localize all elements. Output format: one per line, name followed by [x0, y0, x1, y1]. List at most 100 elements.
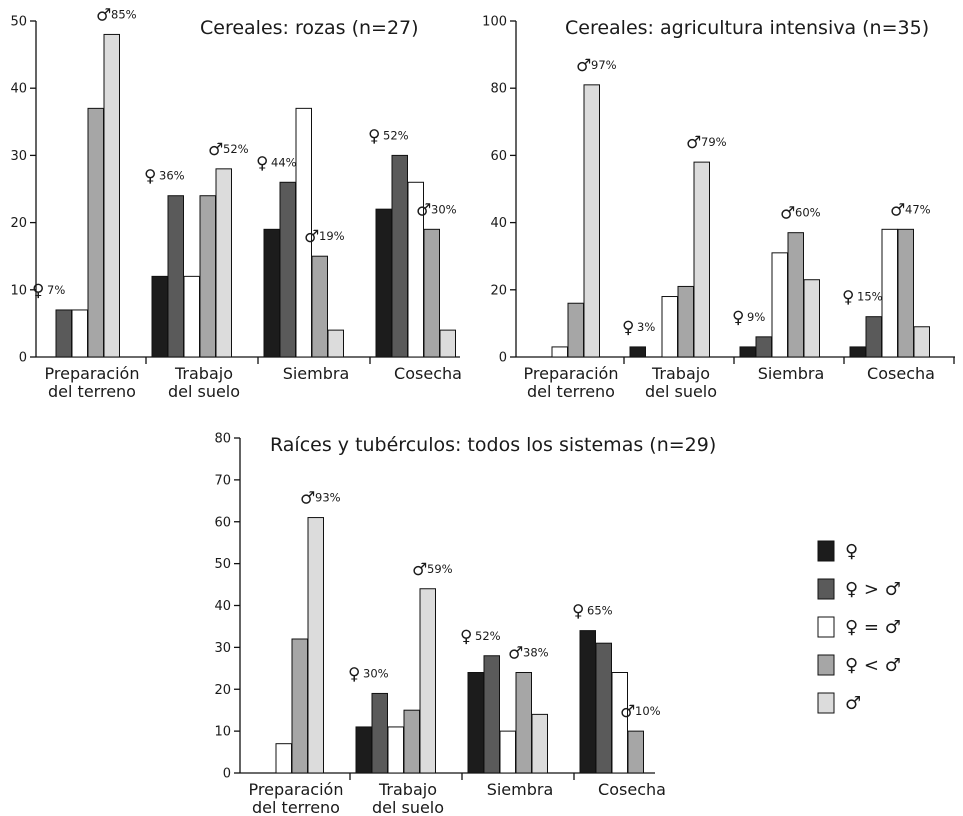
bar-male-only — [439, 329, 456, 358]
y-tick-label: 100 — [482, 15, 507, 30]
y-tick-label: 40 — [214, 599, 231, 614]
male-symbol-icon: ♂ — [686, 133, 701, 153]
bar-female-gt-male — [755, 336, 772, 358]
bar-male-only — [803, 279, 820, 358]
legend-label: ♀ > ♂ — [845, 579, 901, 600]
bar-female-gt-male — [371, 692, 388, 774]
annotation: ♂ 52% — [208, 140, 249, 160]
bar-male-only — [693, 161, 710, 358]
annotation: ♂ 60% — [780, 204, 821, 224]
annotation-percent: 65% — [587, 604, 613, 618]
annotation-percent: 93% — [315, 491, 341, 505]
y-tick-label: 10 — [10, 283, 27, 298]
bar-female-gt-male — [55, 309, 72, 358]
annotation: ♂ 97% — [576, 56, 617, 76]
bar-male-only — [327, 329, 344, 358]
bar-female-lt-male — [87, 107, 104, 358]
annotation-percent: 15% — [857, 290, 883, 304]
male-symbol-icon: ♂ — [300, 489, 315, 509]
annotation-percent: 47% — [905, 202, 931, 216]
bar-female-lt-male — [199, 195, 216, 358]
annotation-percent: 79% — [701, 135, 727, 149]
y-tick-label: 80 — [490, 82, 507, 97]
female-symbol-icon: ♀ — [32, 281, 44, 301]
x-category-label: Siembra — [487, 780, 554, 799]
annotation: ♂ 38% — [508, 644, 549, 664]
bar-female-eq-male — [771, 252, 788, 358]
legend-label: ♀ < ♂ — [845, 655, 901, 676]
female-symbol-icon: ♀ — [622, 318, 634, 338]
y-tick-label: 40 — [490, 216, 507, 231]
bar-female-only — [849, 346, 866, 358]
bar-female-only — [375, 208, 392, 358]
bar-male-only — [583, 84, 600, 358]
bar-male-only — [215, 168, 232, 358]
y-tick-label: 60 — [490, 149, 507, 164]
chart-title: Raíces y tubérculos: todos los sistemas … — [270, 434, 716, 456]
y-tick-label: 10 — [214, 725, 231, 740]
bar-female-only — [151, 275, 168, 358]
bar-male-only — [913, 326, 930, 358]
annotation-percent: 19% — [319, 229, 345, 243]
bar-female-lt-male — [515, 672, 532, 774]
bar-male-only — [307, 517, 324, 774]
x-category-label: Siembra — [758, 364, 825, 383]
bar-female-eq-male — [387, 726, 404, 774]
bar-female-only — [467, 672, 484, 774]
male-symbol-icon: ♂ — [412, 560, 427, 580]
legend-swatch-female-gt-male — [817, 578, 835, 600]
bar-female-only — [579, 630, 596, 774]
bar-female-only — [263, 228, 280, 358]
annotation: ♀ 52% — [460, 627, 501, 647]
y-tick-label: 0 — [499, 351, 507, 366]
annotation: ♀ 3% — [622, 318, 655, 338]
annotation-percent: 7% — [47, 283, 65, 297]
legend-label: ♂ — [845, 693, 861, 714]
annotation: ♀ 36% — [144, 167, 185, 187]
male-symbol-icon: ♂ — [96, 5, 111, 25]
bar-female-lt-male — [311, 255, 328, 358]
bar-female-lt-male — [787, 232, 804, 358]
x-category-label: Cosecha — [598, 780, 666, 799]
y-tick-label: 30 — [214, 641, 231, 656]
bar-female-only — [739, 346, 756, 358]
bar-female-eq-male — [183, 275, 200, 358]
x-category-label: Preparación del terreno — [249, 780, 344, 816]
legend: ♀ ♀ > ♂ ♀ = ♂ ♀ < ♂ ♂ — [817, 540, 901, 714]
bar-female-only — [355, 726, 372, 774]
legend-swatch-male-only — [817, 692, 835, 714]
annotation: ♂ 19% — [304, 227, 345, 247]
y-tick-label: 20 — [214, 683, 231, 698]
annotation-percent: 10% — [635, 704, 661, 718]
annotation: ♀ 65% — [572, 602, 613, 622]
x-category-label: Trabajo del suelo — [372, 780, 444, 816]
chart-1: Cereales: rozas (n=27) 0 10 20 30 40 50 Prepara… — [10, 5, 461, 401]
female-symbol-icon: ♀ — [348, 664, 360, 684]
y-tick-label: 0 — [223, 767, 231, 782]
bar-female-lt-male — [897, 228, 914, 358]
bar-female-gt-male — [279, 181, 296, 358]
male-symbol-icon: ♂ — [208, 140, 223, 160]
bar-female-gt-male — [865, 316, 882, 358]
y-tick-label: 30 — [10, 149, 27, 164]
bar-female-eq-male — [295, 107, 312, 358]
annotation: ♀ 7% — [32, 281, 65, 301]
female-symbol-icon: ♀ — [572, 602, 584, 622]
bar-female-eq-male — [881, 228, 898, 358]
annotation-percent: 44% — [271, 155, 297, 169]
y-tick-label: 20 — [490, 283, 507, 298]
bar-female-gt-male — [595, 642, 612, 774]
bar-female-gt-male — [167, 195, 184, 358]
x-category-label: Cosecha — [394, 364, 462, 383]
annotation-percent: 52% — [475, 629, 501, 643]
annotation: ♂ 93% — [300, 489, 341, 509]
annotation: ♂ 85% — [96, 5, 137, 25]
annotation: ♀ 30% — [348, 664, 389, 684]
annotation-percent: 30% — [363, 666, 389, 680]
legend-label: ♀ — [845, 541, 858, 562]
annotation: ♀ 52% — [368, 126, 409, 146]
legend-swatch-female-lt-male — [817, 654, 835, 676]
chart-title: Cereales: agricultura intensiva (n=35) — [565, 17, 929, 39]
male-symbol-icon: ♂ — [780, 204, 795, 224]
